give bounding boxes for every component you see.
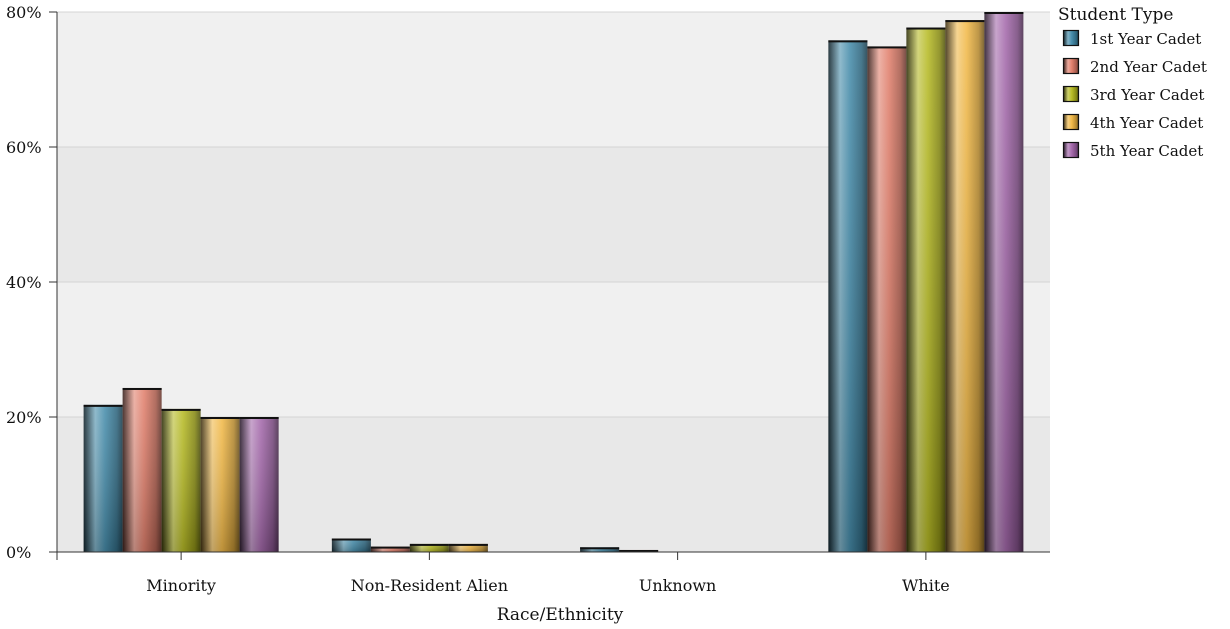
bars [83,12,1024,553]
bar[interactable] [409,543,449,552]
y-tick-label: 80% [6,3,42,22]
legend-label: 1st Year Cadet [1090,30,1201,48]
legend-title: Student Type [1058,5,1173,25]
legend-swatch [1062,57,1080,75]
x-tick-label: Unknown [639,576,716,595]
x-tick-labels: Minority Non-Resident Alien Unknown White [146,576,949,595]
legend[interactable]: Student Type 1st Year Cadet 2nd Year Cade… [1058,5,1207,160]
legend-swatch [1062,85,1080,103]
bar[interactable] [161,408,201,552]
legend-swatch [1062,29,1080,47]
y-tick-label: 0% [6,543,31,562]
bar[interactable] [828,40,868,552]
legend-swatch [1062,113,1080,131]
bar[interactable] [906,27,946,552]
bar[interactable] [619,549,659,552]
bar[interactable] [122,387,162,552]
y-tick-label: 40% [6,273,42,292]
legend-label: 4th Year Cadet [1090,114,1203,132]
bar[interactable] [331,538,371,553]
bar[interactable] [945,20,985,553]
y-tick-label: 60% [6,138,42,157]
bar[interactable] [448,543,488,552]
legend-label: 5th Year Cadet [1090,142,1203,160]
legend-item[interactable]: 5th Year Cadet [1062,141,1204,160]
y-tick-label: 20% [6,408,42,427]
legend-swatch [1062,141,1080,159]
bar[interactable] [83,404,123,552]
legend-item[interactable]: 3rd Year Cadet [1062,85,1205,104]
x-tick-label: Minority [146,576,216,595]
bar[interactable] [984,12,1024,552]
legend-label: 3rd Year Cadet [1090,86,1204,104]
axes [49,11,1050,560]
bar[interactable] [370,546,410,552]
x-tick-label: White [902,576,950,595]
bar[interactable] [867,46,907,553]
bar[interactable] [200,417,240,552]
x-tick-label: Non-Resident Alien [351,576,508,595]
legend-item[interactable]: 1st Year Cadet [1062,29,1202,48]
x-axis-title: Race/Ethnicity [497,605,624,625]
y-tick-labels: 0% 20% 40% 60% 80% [6,3,42,562]
legend-label: 2nd Year Cadet [1090,58,1207,76]
legend-item[interactable]: 2nd Year Cadet [1062,57,1207,76]
legend-item[interactable]: 4th Year Cadet [1062,113,1204,132]
bar[interactable] [239,417,279,552]
bar[interactable] [580,547,620,552]
